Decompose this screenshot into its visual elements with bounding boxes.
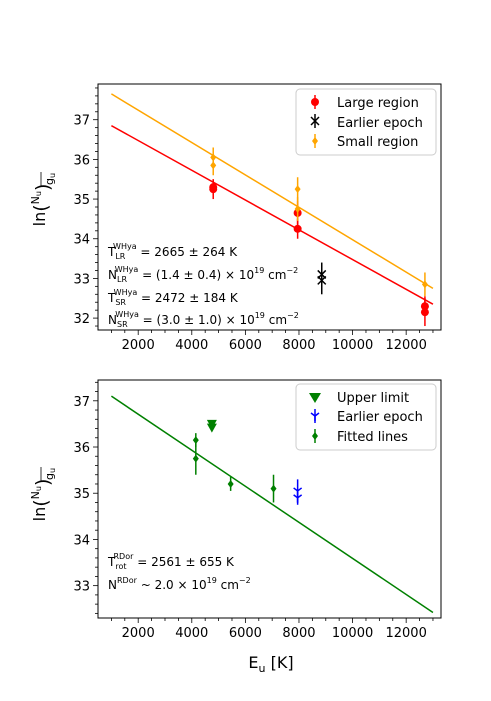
top-small-region-point (294, 185, 301, 194)
top-x-tick-label: 10000 (332, 338, 373, 353)
top-large-region-point (209, 183, 218, 192)
legend-upper-label: Upper limit (337, 391, 409, 406)
top-y-tick-label: 37 (73, 114, 90, 129)
legend-large-label: Large region (337, 96, 419, 111)
top-plot-layer: 2000 4000 6000 8000 10000 12000 32 33 34 35 36 37 (73, 87, 434, 353)
bottom-plot-frame (97, 379, 442, 619)
bottom-x-tick-label: 12000 (385, 626, 426, 641)
bottom-y-tick-label: 35 (73, 487, 90, 502)
top-large-region-point (293, 224, 302, 233)
top-x-tick-label: 8000 (282, 338, 315, 353)
bottom-fitted-lines-point (227, 479, 234, 488)
bottom-fit-line (110, 395, 434, 614)
top-y-tick-label: 34 (73, 233, 90, 248)
bottom-legend-box (295, 383, 437, 451)
top-x-tick-label: 2000 (122, 338, 155, 353)
x-axis-label: Eu [K] (248, 653, 293, 675)
top-y-axis-fraction: gu (40, 172, 57, 186)
legend-blue-marker (310, 412, 320, 421)
top-chart-panel: ln(Nu) gu TLRWHya = 2665 ± 264 K NLRWHya… (29, 83, 442, 353)
legend-small-label: Small region (337, 135, 418, 150)
bottom-fitted-lines-point (192, 436, 199, 445)
bottom-y-axis-fraction: gu (40, 467, 57, 481)
bottom-legend-entry-earlier: Earlier epoch (310, 409, 423, 425)
top-small-region-point (294, 204, 301, 213)
top-earlier-epoch-point (317, 275, 327, 285)
bottom-y-tick-label: 37 (73, 395, 90, 410)
top-y-axis-label: ln(Nu) (29, 184, 54, 227)
bottom-plot-layer: 2000 4000 6000 8000 10000 12000 33 34 35 36 37 (73, 381, 434, 641)
top-legend-entry-small: Small region (312, 134, 418, 150)
bottom-legend: Upper limit Earlier epoch Fitted lines (295, 383, 437, 451)
bottom-earlier-epoch-point (293, 494, 303, 503)
bottom-y-axis-label: ln(Nu) (29, 479, 54, 522)
top-small-region-point (421, 280, 428, 289)
bottom-y-tick-label: 34 (73, 533, 90, 548)
bottom-x-tick-label: 2000 (122, 626, 155, 641)
top-legend-entry-earlier: Earlier epoch (310, 114, 423, 131)
top-y-tick-label: 35 (73, 193, 90, 208)
top-legend: Large region Earlier epoch Small region (295, 88, 437, 156)
legend-upper-marker (309, 393, 321, 403)
top-annotation-n-lr: NLRWHya = (1.4 ± 0.4) × 1019 cm−2 (108, 265, 298, 284)
bottom-y-tick-label: 36 (73, 441, 90, 456)
bottom-fitted-lines-point (270, 484, 277, 493)
legend-earlier-marker (310, 116, 320, 126)
legend-earlier-label: Earlier epoch (337, 116, 423, 131)
top-y-axis-fraction-den: gu (43, 173, 57, 185)
bottom-fitted-lines-point (192, 454, 199, 463)
bottom-y-tick-label: 33 (73, 580, 90, 595)
legend-blue-label: Earlier epoch (337, 410, 423, 425)
top-fit-line (111, 93, 434, 289)
bottom-x-tick-label: 8000 (282, 626, 315, 641)
top-annotation-t-lr: TLRWHya = 2665 ± 264 K (107, 242, 238, 261)
bottom-annotation-n: NRDor ~ 2.0 × 1019 cm−2 (108, 576, 251, 592)
top-y-tick-label: 36 (73, 153, 90, 168)
top-y-tick-label: 32 (73, 312, 90, 327)
bottom-legend-entry-fitted: Fitted lines (312, 429, 408, 445)
top-x-tick-label: 12000 (385, 338, 426, 353)
legend-small-marker (312, 137, 318, 145)
top-large-region-point (420, 302, 429, 311)
bottom-upper-limit-point (206, 423, 217, 433)
top-annotation-t-sr: TSRWHya = 2472 ± 184 K (107, 288, 239, 307)
top-x-tick-label: 6000 (229, 338, 262, 353)
top-small-region-point (210, 161, 217, 170)
legend-fitted-marker (312, 432, 318, 440)
bottom-annotation-t-rot: TrotRDor = 2561 ± 655 K (107, 552, 235, 571)
bottom-x-tick-label: 4000 (175, 626, 208, 641)
top-x-tick-label: 4000 (175, 338, 208, 353)
top-fit-line (111, 125, 434, 305)
top-legend-box (295, 88, 437, 156)
legend-fitted-label: Fitted lines (337, 430, 408, 445)
bottom-chart-panel: ln(Nu) gu TrotRDor = 2561 ± 655 K NRDor … (29, 379, 442, 641)
top-legend-entry-large: Large region (311, 95, 419, 111)
bottom-legend-entry-upper: Upper limit (309, 391, 409, 406)
top-y-tick-label: 33 (73, 272, 90, 287)
top-annotation-n-sr: NSRWHya = (3.0 ± 1.0) × 1019 cm−2 (108, 310, 299, 329)
legend-large-marker (311, 98, 319, 106)
bottom-y-axis-fraction-den: gu (43, 468, 57, 480)
bottom-x-tick-label: 6000 (229, 626, 262, 641)
bottom-x-tick-label: 10000 (332, 626, 373, 641)
